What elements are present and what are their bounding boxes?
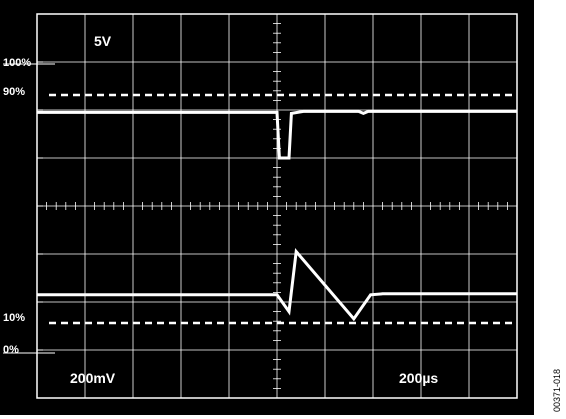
trace-upper <box>37 109 517 160</box>
channel-label: 5V <box>94 33 112 49</box>
reference-label: 0% <box>3 344 19 356</box>
figure-id: 00371-018 <box>552 369 562 412</box>
reference-label: 90% <box>3 86 25 98</box>
graticule <box>37 14 517 398</box>
vertical-scale-label: 200mV <box>70 370 116 386</box>
trace-lower <box>37 248 517 322</box>
reference-label: 10% <box>3 312 25 324</box>
reference-levels: 100% 90% 10% 0% <box>3 57 517 356</box>
reference-label: 100% <box>3 57 31 69</box>
time-scale-label: 200µs <box>399 370 438 386</box>
traces <box>37 109 517 322</box>
